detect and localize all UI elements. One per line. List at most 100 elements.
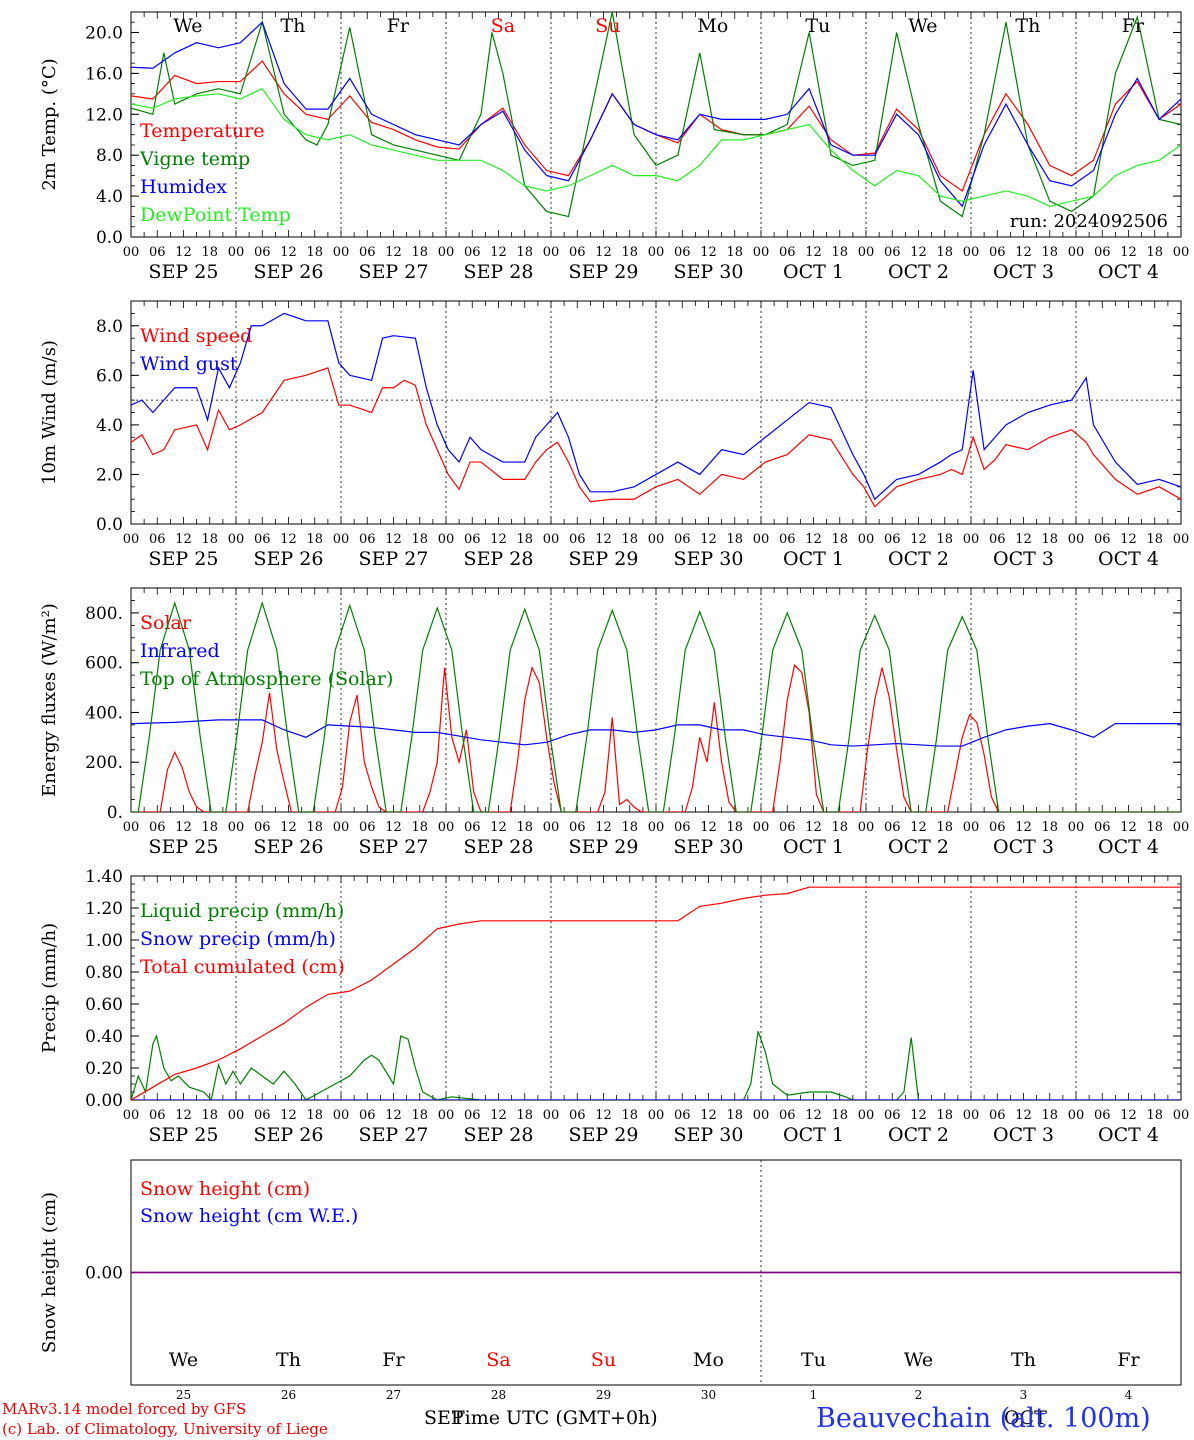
hour-tick-label: 12 xyxy=(700,532,717,547)
hour-tick-label: 18 xyxy=(621,532,638,547)
hour-tick-label: 00 xyxy=(228,245,245,260)
hour-tick-label: 18 xyxy=(621,1108,638,1123)
hour-tick-label: 12 xyxy=(805,820,822,835)
hour-tick-label: 06 xyxy=(359,1108,376,1123)
bottom-weekday-label: We xyxy=(904,1349,933,1371)
hour-tick-label: 06 xyxy=(254,532,271,547)
hour-tick-label: 00 xyxy=(1068,532,1085,547)
credit-line-1: MARv3.14 model forced by GFS xyxy=(2,1400,246,1418)
date-label: SEP 28 xyxy=(464,261,534,283)
date-label: OCT 3 xyxy=(993,836,1054,858)
y-tick-label: 0.0 xyxy=(96,515,123,535)
bottom-weekday-row: We 25 Th 26 Fr 27 Sa 28 Su 29 Mo 30 Tu 1 We 2 Th 3 Fr 4 xyxy=(169,1349,1141,1402)
date-label: SEP 30 xyxy=(674,548,744,570)
bottom-weekday-label: Fr xyxy=(1117,1349,1140,1371)
hour-tick-label: 18 xyxy=(1041,820,1058,835)
date-label: SEP 25 xyxy=(149,836,219,858)
hour-tick-label: 06 xyxy=(254,820,271,835)
hour-tick-label: 06 xyxy=(464,532,481,547)
hour-tick-label: 18 xyxy=(726,820,743,835)
hour-tick-label: 06 xyxy=(989,532,1006,547)
bottom-weekday-label: Fr xyxy=(382,1349,405,1371)
bottom-day-number: 29 xyxy=(596,1388,611,1402)
legend-entry: Temperature xyxy=(140,120,264,142)
hour-tick-label: 12 xyxy=(910,1108,927,1123)
weekday-label: Th xyxy=(280,15,305,37)
hour-tick-label: 00 xyxy=(963,820,980,835)
hour-tick-label: 06 xyxy=(884,1108,901,1123)
hour-tick-label: 06 xyxy=(674,820,691,835)
hour-tick-label: 06 xyxy=(569,820,586,835)
y-tick-label: 12.0 xyxy=(85,105,123,125)
date-label: SEP 26 xyxy=(254,261,324,283)
weekday-label: We xyxy=(908,15,937,37)
hour-tick-label: 00 xyxy=(1068,1108,1085,1123)
date-label: SEP 29 xyxy=(569,836,639,858)
credit-line-2: (c) Lab. of Climatology, University of L… xyxy=(2,1420,328,1438)
hour-tick-label: 06 xyxy=(674,1108,691,1123)
hour-tick-label: 06 xyxy=(779,820,796,835)
hour-tick-label: 12 xyxy=(490,245,507,260)
hour-tick-label: 12 xyxy=(700,245,717,260)
legend-entry: Liquid precip (mm/h) xyxy=(140,900,344,922)
weekday-label: Mo xyxy=(697,15,728,37)
hour-tick-label: 06 xyxy=(779,1108,796,1123)
hour-tick-label: 12 xyxy=(805,1108,822,1123)
hour-tick-label: 00 xyxy=(858,1108,875,1123)
hour-tick-label: 00 xyxy=(333,245,350,260)
hour-tick-label: 00 xyxy=(123,245,140,260)
y-tick-label: 4.0 xyxy=(96,187,123,207)
hour-tick-label: 12 xyxy=(280,532,297,547)
date-label: OCT 4 xyxy=(1098,548,1159,570)
date-label: OCT 1 xyxy=(783,261,844,283)
series-line-humidex xyxy=(131,21,1181,208)
date-label: SEP 28 xyxy=(464,1124,534,1146)
station-label: Beauvechain (alt. 100m) xyxy=(816,1403,1151,1434)
hour-tick-label: 12 xyxy=(910,820,927,835)
hour-tick-label: 12 xyxy=(1015,532,1032,547)
hour-tick-label: 12 xyxy=(595,1108,612,1123)
y-tick-label: 4.0 xyxy=(96,416,123,436)
hour-tick-label: 06 xyxy=(1094,245,1111,260)
date-label: OCT 3 xyxy=(993,548,1054,570)
y-tick-label: 0.00 xyxy=(85,1091,123,1111)
hour-tick-label: 18 xyxy=(936,532,953,547)
weekday-label: Th xyxy=(1015,15,1040,37)
hour-tick-label: 00 xyxy=(1173,1108,1190,1123)
hour-tick-label: 12 xyxy=(385,245,402,260)
hour-tick-label: 06 xyxy=(464,245,481,260)
bottom-weekday-label: Th xyxy=(276,1349,301,1371)
y-tick-label: 16.0 xyxy=(85,64,123,84)
hour-tick-label: 00 xyxy=(228,532,245,547)
y-tick-label: 0. xyxy=(107,803,123,823)
y-tick-label: 200. xyxy=(85,753,123,773)
hour-tick-label: 00 xyxy=(753,1108,770,1123)
hour-tick-label: 06 xyxy=(149,820,166,835)
legend-entry: Snow height (cm) xyxy=(140,1178,310,1200)
hour-tick-label: 18 xyxy=(726,245,743,260)
hour-tick-label: 00 xyxy=(228,1108,245,1123)
hour-tick-label: 12 xyxy=(910,532,927,547)
hour-tick-label: 12 xyxy=(175,245,192,260)
hour-tick-label: 06 xyxy=(464,820,481,835)
hour-tick-label: 18 xyxy=(201,820,218,835)
hour-tick-label: 12 xyxy=(385,1108,402,1123)
hour-tick-label: 00 xyxy=(858,820,875,835)
y-axis-label: Precip (mm/h) xyxy=(39,923,60,1053)
hour-tick-label: 18 xyxy=(411,1108,428,1123)
hour-tick-label: 06 xyxy=(674,532,691,547)
hour-tick-label: 12 xyxy=(910,245,927,260)
hour-tick-label: 18 xyxy=(411,820,428,835)
hour-tick-label: 00 xyxy=(543,1108,560,1123)
hour-tick-label: 18 xyxy=(306,532,323,547)
hour-tick-label: 12 xyxy=(385,820,402,835)
weekday-label: Fr xyxy=(387,15,410,37)
hour-tick-label: 00 xyxy=(858,245,875,260)
hour-tick-label: 00 xyxy=(333,1108,350,1123)
hour-tick-label: 06 xyxy=(779,245,796,260)
